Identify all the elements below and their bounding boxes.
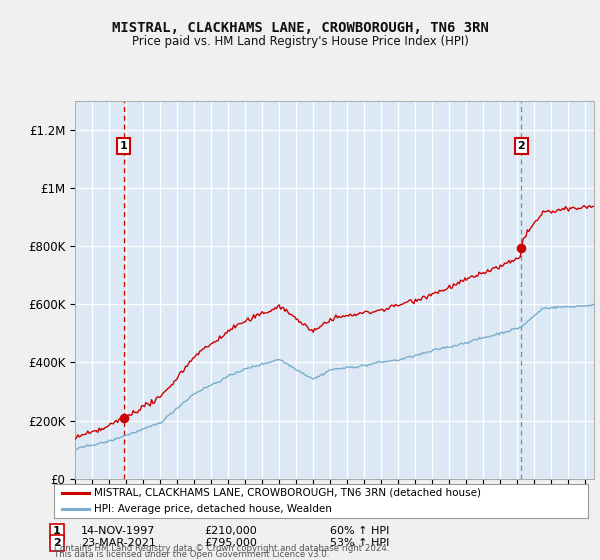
Text: 2: 2 xyxy=(53,538,61,548)
Text: Contains HM Land Registry data © Crown copyright and database right 2024.: Contains HM Land Registry data © Crown c… xyxy=(54,544,389,553)
Text: £210,000: £210,000 xyxy=(204,526,257,536)
Text: £795,000: £795,000 xyxy=(204,538,257,548)
Text: 2: 2 xyxy=(517,141,525,151)
Text: Price paid vs. HM Land Registry's House Price Index (HPI): Price paid vs. HM Land Registry's House … xyxy=(131,35,469,48)
Text: 14-NOV-1997: 14-NOV-1997 xyxy=(81,526,155,536)
Text: 1: 1 xyxy=(53,526,61,536)
Text: MISTRAL, CLACKHAMS LANE, CROWBOROUGH, TN6 3RN (detached house): MISTRAL, CLACKHAMS LANE, CROWBOROUGH, TN… xyxy=(94,488,481,498)
Text: 60% ↑ HPI: 60% ↑ HPI xyxy=(330,526,389,536)
Text: 1: 1 xyxy=(120,141,128,151)
Point xyxy=(119,413,128,422)
Point xyxy=(517,243,526,252)
Text: MISTRAL, CLACKHAMS LANE, CROWBOROUGH, TN6 3RN: MISTRAL, CLACKHAMS LANE, CROWBOROUGH, TN… xyxy=(112,21,488,35)
Text: 23-MAR-2021: 23-MAR-2021 xyxy=(81,538,156,548)
Text: HPI: Average price, detached house, Wealden: HPI: Average price, detached house, Weal… xyxy=(94,503,332,514)
Text: 53% ↑ HPI: 53% ↑ HPI xyxy=(330,538,389,548)
Text: This data is licensed under the Open Government Licence v3.0.: This data is licensed under the Open Gov… xyxy=(54,550,329,559)
